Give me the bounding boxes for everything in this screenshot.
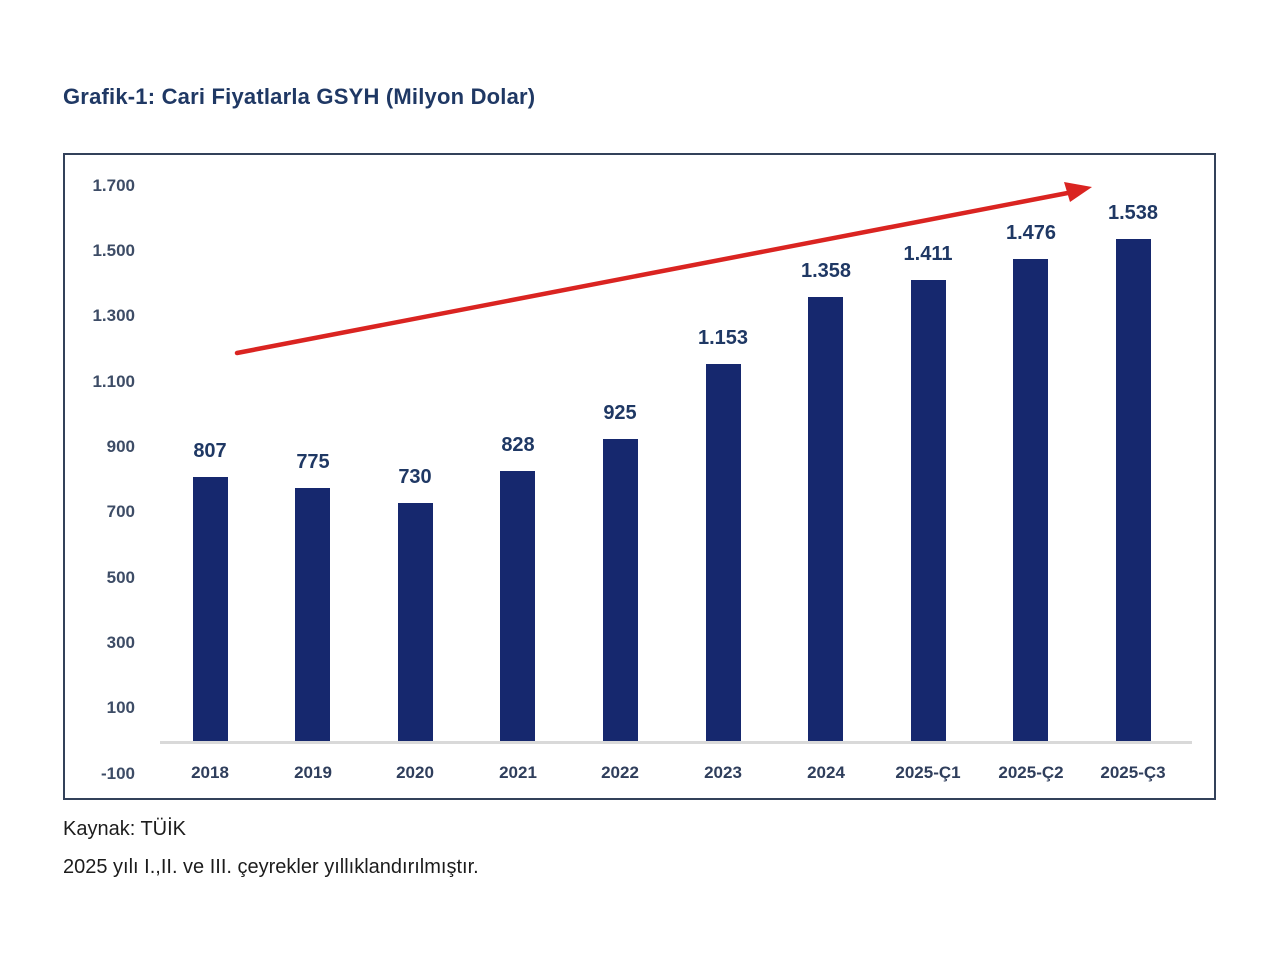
- source-note: Kaynak: TÜİK: [63, 818, 187, 840]
- annualization-note: 2025 yılı I.,II. ve III. çeyrekler yıllı…: [63, 856, 479, 878]
- chart-frame: [63, 153, 1216, 800]
- chart-title: Grafik-1: Cari Fiyatlarla GSYH (Milyon D…: [63, 84, 536, 109]
